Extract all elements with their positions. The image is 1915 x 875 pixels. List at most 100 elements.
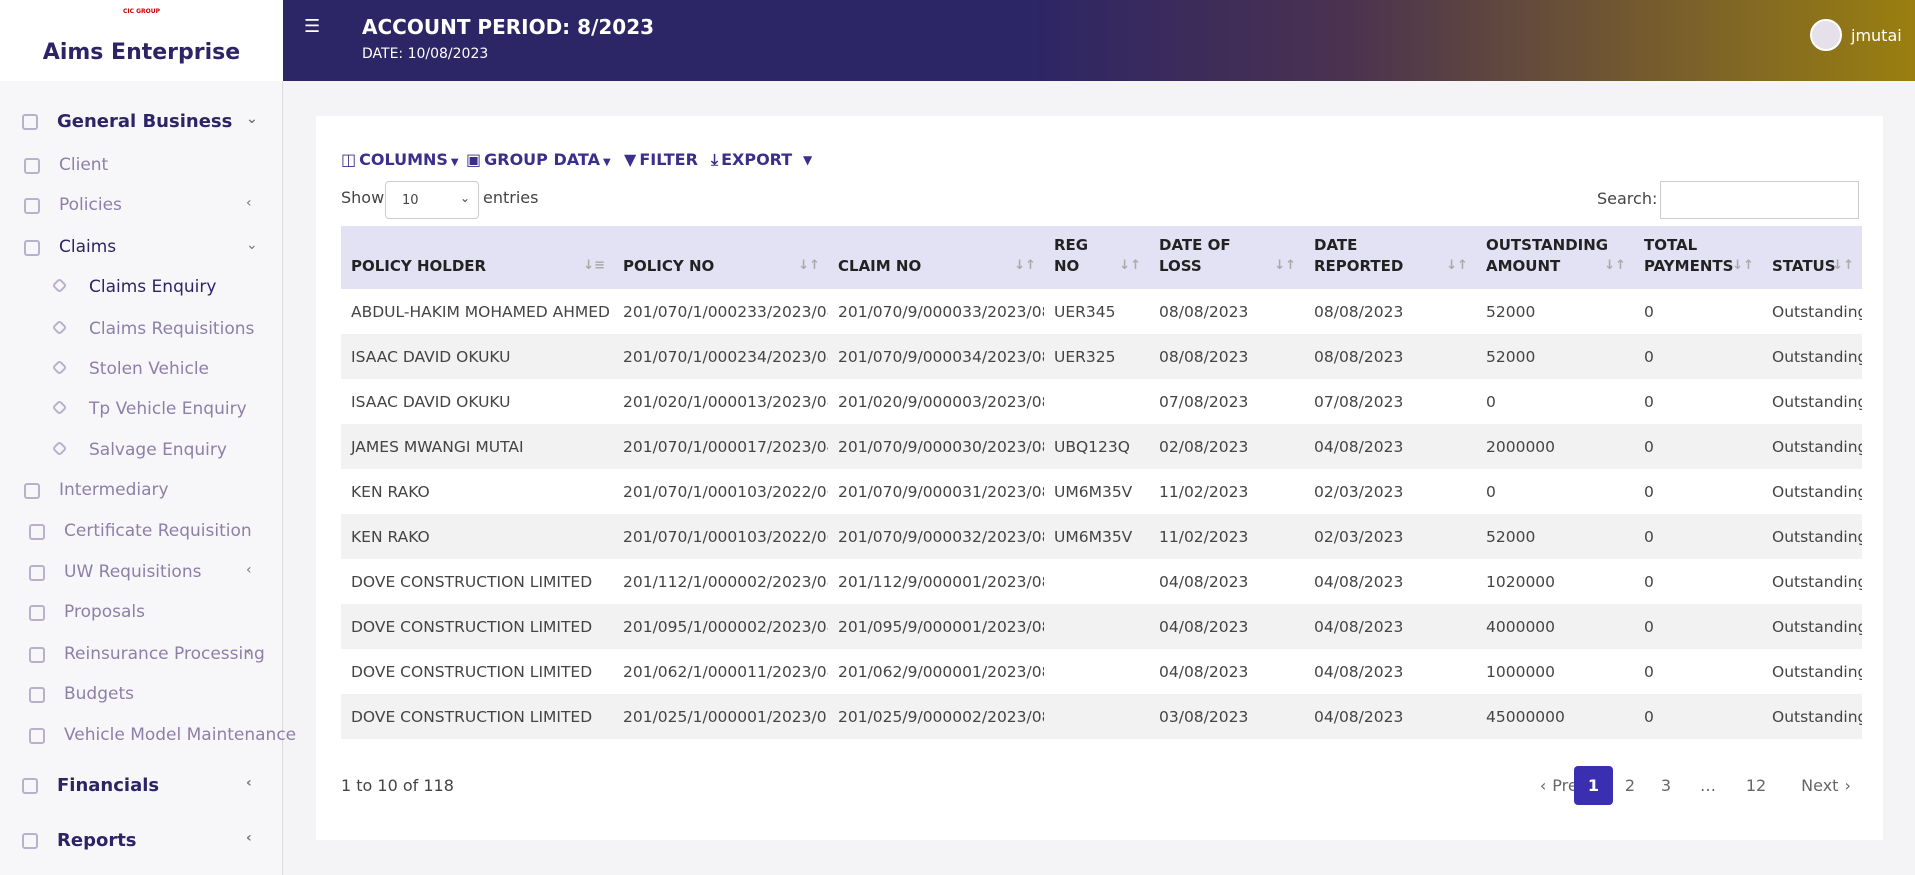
username[interactable]: jmutai xyxy=(1851,26,1902,45)
table-cell: UM6M35V xyxy=(1044,514,1149,559)
menu-item[interactable]: Certificate Requisition xyxy=(0,521,283,545)
table-cell: 02/08/2023 xyxy=(1149,424,1304,469)
table-row[interactable]: JAMES MWANGI MUTAI 201/070/1/000017/2023/… xyxy=(341,424,1862,469)
table-cell: Outstanding xyxy=(1772,482,1862,501)
menu-label: Proposals xyxy=(64,602,146,622)
export-dropdown[interactable]: ▼ xyxy=(803,153,813,167)
menu-arrow: ‹ xyxy=(246,562,252,578)
menu-toggle[interactable]: ☰ xyxy=(304,16,321,37)
menu-item[interactable]: Reports ‹ xyxy=(0,830,283,854)
page-button[interactable]: 3 xyxy=(1651,766,1681,805)
column-header[interactable]: POLICY NO ↓↑ xyxy=(613,226,828,289)
sort-icon[interactable]: ↓↑ xyxy=(1014,258,1036,273)
table-cell: 4000000 xyxy=(1476,604,1634,649)
table-cell: 1020000 xyxy=(1486,572,1556,591)
toolbar-button[interactable]: ▣ GROUP DATA ▼ xyxy=(466,150,611,169)
menu-item[interactable]: Claims ⌄ xyxy=(0,237,283,261)
table-row[interactable]: DOVE CONSTRUCTION LIMITED 201/025/1/00000… xyxy=(341,694,1862,739)
table-cell: 0 xyxy=(1634,334,1762,379)
menu-item[interactable]: Financials ‹ xyxy=(0,775,283,799)
table-cell: 04/08/2023 xyxy=(1304,604,1476,649)
toolbar-button[interactable]: ◫ COLUMNS ▼ xyxy=(341,150,459,169)
menu-icon xyxy=(24,198,40,214)
menu-label: Client xyxy=(59,155,109,175)
sort-icon[interactable]: ↓↑ xyxy=(1446,258,1468,273)
table-cell: 201/070/9/000034/2023/08 xyxy=(828,334,1044,379)
menu-item[interactable]: Reinsurance Processing ‹ xyxy=(0,644,283,668)
page-button[interactable]: Next › xyxy=(1787,766,1865,805)
table-cell: 201/025/9/000002/2023/08 xyxy=(828,694,1044,739)
column-label: TOTAL PAYMENTS xyxy=(1644,236,1734,275)
search-input[interactable] xyxy=(1660,181,1859,219)
page-label: … xyxy=(1700,776,1716,795)
button-label: GROUP DATA xyxy=(484,150,600,169)
sort-icon[interactable]: ↓↑ xyxy=(1732,258,1754,273)
menu-item[interactable]: Tp Vehicle Enquiry xyxy=(0,399,283,423)
table-cell: 04/08/2023 xyxy=(1149,604,1304,649)
menu-item[interactable]: Salvage Enquiry xyxy=(0,440,283,464)
menu-item[interactable]: UW Requisitions ‹ xyxy=(0,562,283,586)
sort-icon[interactable]: ↓↑ xyxy=(1274,258,1296,273)
table-row[interactable]: ABDUL-HAKIM MOHAMED AHMED 201/070/1/00023… xyxy=(341,289,1862,334)
toolbar-button[interactable]: ⤓ EXPORT xyxy=(711,150,792,170)
menu-item[interactable]: Vehicle Model Maintenance xyxy=(0,725,296,749)
menu-item[interactable]: Client xyxy=(0,155,283,179)
caret: ▼ xyxy=(602,157,611,168)
column-header[interactable]: POLICY HOLDER ↓≡ xyxy=(341,226,613,289)
menu-icon xyxy=(22,778,38,794)
table-row[interactable]: DOVE CONSTRUCTION LIMITED 201/062/1/00001… xyxy=(341,649,1862,694)
table-cell: 11/02/2023 xyxy=(1159,482,1249,501)
table-row[interactable]: ISAAC DAVID OKUKU 201/070/1/000234/2023/0… xyxy=(341,334,1862,379)
table-row[interactable]: DOVE CONSTRUCTION LIMITED 201/095/1/00000… xyxy=(341,604,1862,649)
sort-icon[interactable]: ↓↑ xyxy=(1119,258,1141,273)
table-cell: Outstanding xyxy=(1772,572,1862,591)
sort-icon[interactable]: ↓≡ xyxy=(583,258,605,273)
table-cell: 201/062/1/000011/2023/08 xyxy=(623,662,828,681)
menu-label: Reinsurance Processing xyxy=(64,644,265,664)
avatar[interactable] xyxy=(1810,19,1842,51)
button-label: FILTER xyxy=(639,150,698,169)
menu-arrow: ⌄ xyxy=(246,237,258,253)
menu-item[interactable]: Proposals xyxy=(0,602,283,626)
menu-item[interactable]: Policies ‹ xyxy=(0,195,283,219)
page-button[interactable]: 12 xyxy=(1736,766,1776,805)
menu-item[interactable]: Budgets xyxy=(0,684,283,708)
menu-item[interactable]: Stolen Vehicle xyxy=(0,359,283,383)
column-label: DATE OF LOSS xyxy=(1159,236,1231,275)
column-header[interactable]: STATUS ↓↑ xyxy=(1762,226,1862,289)
prev-icon: ‹ xyxy=(1539,776,1547,795)
menu-item[interactable]: Intermediary xyxy=(0,480,283,504)
column-header[interactable]: REG NO ↓↑ xyxy=(1044,226,1149,289)
table-cell: 08/08/2023 xyxy=(1159,302,1249,321)
menu-icon xyxy=(51,319,68,336)
sort-icon[interactable]: ↓↑ xyxy=(1832,258,1854,273)
sort-icon[interactable]: ↓↑ xyxy=(798,258,820,273)
header: ☰ ACCOUNT PERIOD: 8/2023 DATE: 10/08/202… xyxy=(283,0,1915,81)
menu-icon xyxy=(29,647,45,663)
menu-item[interactable]: Claims Requisitions xyxy=(0,319,283,343)
sort-icon[interactable]: ↓↑ xyxy=(1604,258,1626,273)
column-header[interactable]: DATE REPORTED ↓↑ xyxy=(1304,226,1476,289)
table-row[interactable]: KEN RAKO 201/070/1/000103/2022/06 201/070/… xyxy=(341,469,1862,514)
table-cell: Outstanding xyxy=(1762,424,1862,469)
menu-label: Claims xyxy=(59,237,117,257)
column-header[interactable]: DATE OF LOSS ↓↑ xyxy=(1149,226,1304,289)
menu-icon xyxy=(22,114,38,130)
column-header[interactable]: OUTSTANDING AMOUNT ↓↑ xyxy=(1476,226,1634,289)
table-row[interactable]: DOVE CONSTRUCTION LIMITED 201/112/1/00000… xyxy=(341,559,1862,604)
column-header[interactable]: TOTAL PAYMENTS ↓↑ xyxy=(1634,226,1762,289)
table-cell: 201/112/9/000001/2023/08 xyxy=(838,572,1044,591)
column-header[interactable]: CLAIM NO ↓↑ xyxy=(828,226,1044,289)
page-button[interactable]: … xyxy=(1692,766,1724,805)
table-row[interactable]: KEN RAKO 201/070/1/000103/2022/06 201/070/… xyxy=(341,514,1862,559)
page-length-select[interactable]: 10 ⌄ xyxy=(385,181,479,219)
table-row[interactable]: ISAAC DAVID OKUKU 201/020/1/000013/2023/0… xyxy=(341,379,1862,424)
table-cell: 52000 xyxy=(1486,302,1536,321)
page-button[interactable]: 1 xyxy=(1574,766,1613,805)
menu-item[interactable]: General Business ⌄ xyxy=(0,111,283,135)
table-cell: Outstanding xyxy=(1772,302,1862,321)
page-button[interactable]: 2 xyxy=(1615,766,1645,805)
table-cell: 0 xyxy=(1644,302,1654,321)
toolbar-button[interactable]: ▼ FILTER xyxy=(624,150,698,169)
menu-item[interactable]: Claims Enquiry xyxy=(0,277,283,301)
